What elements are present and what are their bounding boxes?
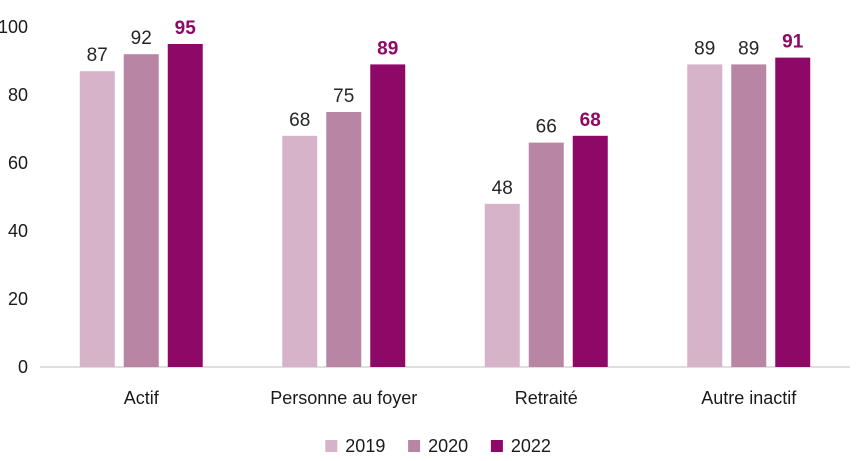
data-label-2020: 89: [738, 38, 759, 59]
legend: 2019 2020 2022: [325, 436, 551, 456]
bar-2020: [123, 54, 159, 367]
legend-label-2020: 2020: [428, 436, 468, 456]
y-tick-label: 100: [0, 17, 28, 37]
x-category-label: Retraité: [515, 388, 578, 408]
bar-2019: [79, 71, 115, 367]
x-category-label: Autre inactif: [701, 388, 797, 408]
y-tick-label: 0: [18, 357, 28, 377]
data-label-2022: 91: [782, 32, 804, 53]
bar-2020: [731, 64, 767, 368]
x-category-label: Personne au foyer: [270, 388, 417, 408]
y-tick-label: 20: [8, 289, 28, 309]
legend-label-2022: 2022: [511, 436, 551, 456]
y-tick-label: 60: [8, 153, 28, 173]
data-labels-layer: 87 92 95 68 75 89 48 66 68 89 89 91: [87, 18, 804, 199]
data-label-2019: 87: [87, 45, 108, 66]
bar-2022: [572, 135, 608, 367]
y-tick-label: 80: [8, 85, 28, 105]
data-label-2022: 89: [377, 38, 398, 59]
legend-label-2019: 2019: [345, 436, 385, 456]
bar-2022: [167, 44, 203, 367]
data-label-2020: 75: [333, 86, 354, 107]
x-category-label: Actif: [124, 388, 160, 408]
data-label-2020: 66: [536, 117, 557, 138]
bar-2022: [370, 64, 406, 368]
bar-2020: [326, 112, 362, 367]
bar-2019: [687, 64, 723, 368]
bars-layer: [79, 44, 811, 368]
data-label-2019: 68: [289, 110, 310, 131]
bar-2022: [775, 57, 811, 367]
data-label-2022: 95: [175, 18, 197, 39]
bar-2019: [282, 135, 318, 367]
legend-swatch-2020: [408, 440, 421, 452]
axis-layer: 0 20 40 60 80 100 Actif Personne au foyer Retrai…: [0, 17, 850, 408]
data-label-2019: 48: [492, 178, 513, 199]
legend-swatch-2022: [490, 440, 503, 452]
data-label-2022: 68: [580, 110, 601, 131]
bar-2020: [528, 142, 564, 367]
y-tick-label: 40: [8, 221, 28, 241]
bar-2019: [484, 203, 520, 367]
data-label-2020: 92: [131, 28, 152, 49]
legend-swatch-2019: [325, 440, 338, 452]
data-label-2019: 89: [694, 38, 715, 59]
